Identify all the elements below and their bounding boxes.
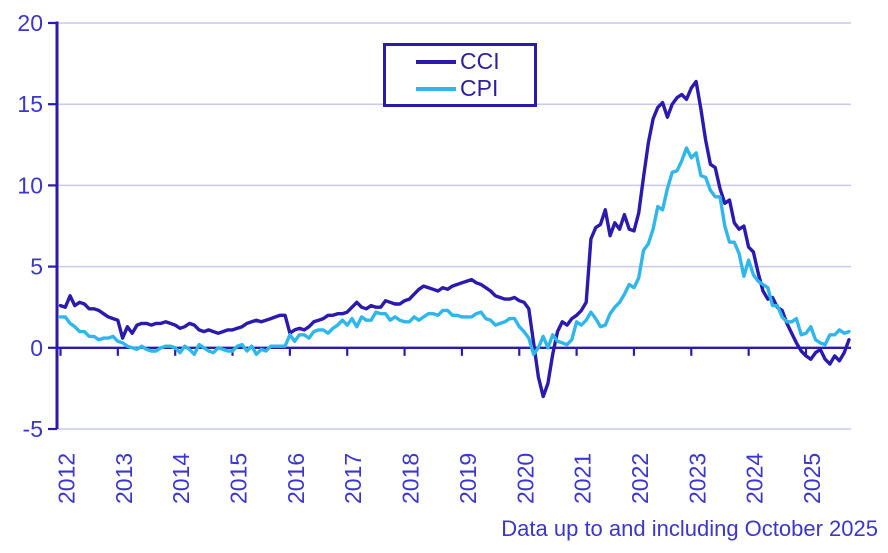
x-axis-year-label: 2017 xyxy=(340,453,366,504)
x-axis-year-label: 2013 xyxy=(111,453,137,504)
cpi-line-swatch xyxy=(416,86,456,91)
y-axis-tick-label: 10 xyxy=(17,172,43,198)
legend-label-cpi: CPI xyxy=(460,75,499,101)
x-axis-year-label: 2024 xyxy=(742,453,768,504)
x-axis-year-label: 2019 xyxy=(455,453,481,504)
x-axis-year-label: 2023 xyxy=(684,453,710,504)
x-axis-year-label: 2020 xyxy=(512,453,538,504)
x-axis-year-label: 2012 xyxy=(54,453,80,504)
x-axis-year-label: 2014 xyxy=(168,453,194,504)
y-axis-tick-label: 20 xyxy=(17,10,43,36)
cci-line-swatch xyxy=(416,59,456,64)
legend: CCI CPI xyxy=(383,43,537,107)
legend-item-cpi: CPI xyxy=(416,77,534,100)
x-axis-year-label: 2021 xyxy=(570,453,596,504)
legend-item-cci: CCI xyxy=(416,50,534,73)
y-axis-tick-label: 0 xyxy=(30,335,43,361)
y-axis-tick-label: -5 xyxy=(23,416,43,442)
y-axis-tick-label: 5 xyxy=(30,254,43,280)
y-axis-tick-label: 15 xyxy=(17,91,43,117)
x-axis-year-label: 2018 xyxy=(398,453,424,504)
x-axis-year-label: 2016 xyxy=(283,453,309,504)
x-axis-year-label: 2022 xyxy=(627,453,653,504)
x-axis-year-label: 2015 xyxy=(226,453,252,504)
x-axis-year-label: 2025 xyxy=(799,453,825,504)
data-coverage-note: Data up to and including October 2025 xyxy=(501,516,878,541)
legend-label-cci: CCI xyxy=(460,48,500,74)
series-line-cci xyxy=(58,79,851,399)
series-line-cpi xyxy=(58,146,851,356)
